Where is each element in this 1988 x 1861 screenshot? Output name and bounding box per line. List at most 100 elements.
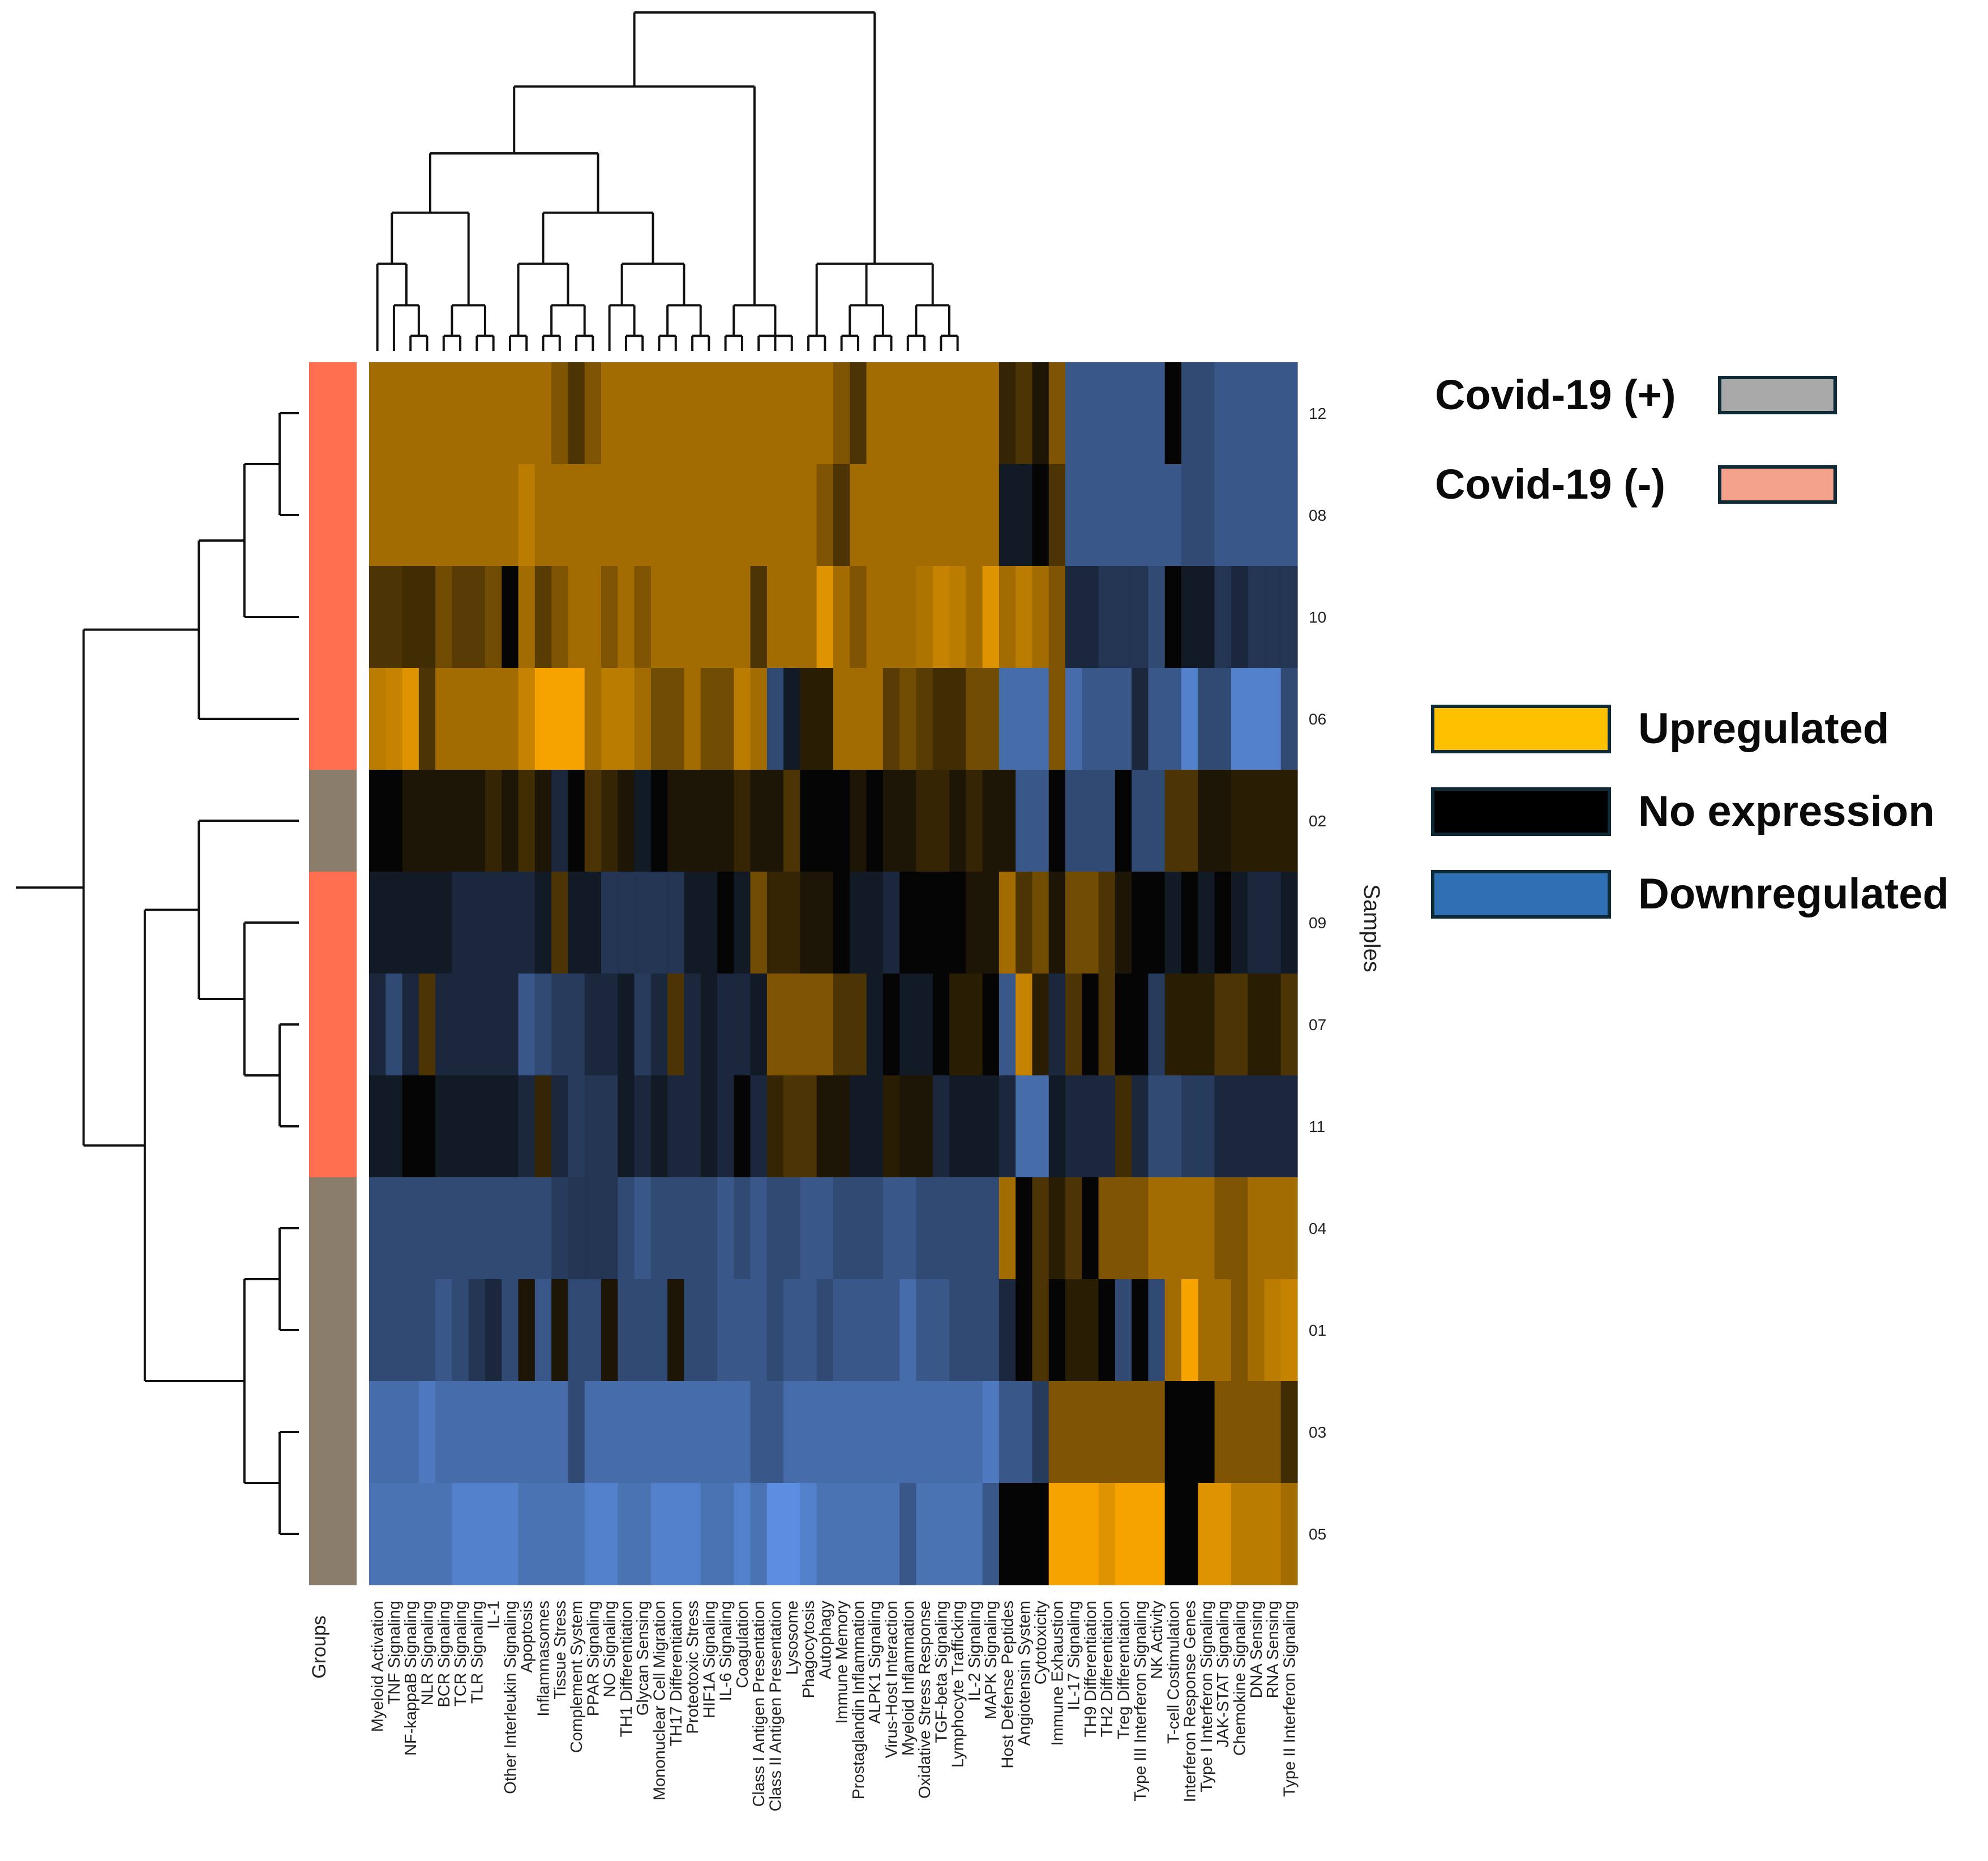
heatmap-cell	[1248, 1279, 1265, 1382]
heatmap-cell	[766, 770, 784, 872]
heatmap-cell	[1048, 566, 1066, 668]
column-label: Host Defense Peptides	[999, 1601, 1017, 1769]
group-bar-segment	[309, 464, 357, 567]
heatmap-cell	[1115, 872, 1132, 974]
heatmap-cell	[982, 974, 1000, 1076]
heatmap-cell	[966, 1177, 983, 1280]
column-label: Lysosome	[783, 1601, 802, 1675]
heatmap-cell	[1231, 668, 1248, 770]
heatmap-cell	[551, 1075, 569, 1178]
heatmap-cell	[650, 1483, 668, 1585]
row-label: 12	[1309, 405, 1326, 422]
heatmap-cell	[518, 872, 535, 974]
heatmap-cell	[618, 1279, 635, 1382]
column-label: Tissue Stress	[551, 1601, 569, 1700]
heatmap-cell	[650, 770, 668, 872]
heatmap-cell	[534, 362, 552, 465]
group-bar-segment	[309, 668, 357, 770]
heatmap-cell	[800, 1483, 817, 1585]
heatmap-cell	[502, 1381, 519, 1483]
heatmap-cell	[684, 566, 701, 668]
heatmap-cell	[899, 770, 917, 872]
heatmap-cell	[734, 1075, 751, 1178]
heatmap-cell	[949, 1075, 966, 1178]
heatmap-cell	[551, 566, 569, 668]
heatmap-cell	[966, 974, 983, 1076]
heatmap-cell	[816, 668, 834, 770]
heatmap-cell	[534, 974, 552, 1076]
heatmap-cell	[534, 1279, 552, 1382]
heatmap-cell	[468, 1177, 486, 1280]
heatmap-cell	[468, 974, 486, 1076]
heatmap-cell	[452, 566, 469, 668]
heatmap-cell	[485, 464, 502, 567]
column-label: TNF Signaling	[385, 1601, 404, 1705]
heatmap-cell	[684, 1177, 701, 1280]
heatmap-cell	[1198, 668, 1215, 770]
heatmap-cell	[1280, 566, 1298, 668]
column-label: PPAR Signaling	[584, 1601, 602, 1716]
heatmap-cell	[435, 566, 453, 668]
heatmap-cell	[899, 1483, 917, 1585]
heatmap-cell	[568, 1483, 585, 1585]
column-label: Type II Interferon Signaling	[1280, 1601, 1299, 1797]
heatmap-cell	[369, 464, 386, 567]
heatmap-cell	[1231, 464, 1248, 567]
heatmap-cell	[601, 362, 618, 465]
row-label: 04	[1309, 1220, 1326, 1237]
heatmap-cell	[1065, 1279, 1082, 1382]
heatmap-cell	[833, 1177, 850, 1280]
heatmap-cell	[1082, 872, 1099, 974]
heatmap-cell	[700, 872, 718, 974]
heatmap-cell	[502, 1177, 519, 1280]
heatmap-cell	[369, 770, 386, 872]
column-label: HIF1A Signaling	[700, 1601, 718, 1718]
heatmap-cell	[966, 1279, 983, 1382]
heatmap-cell	[601, 1381, 618, 1483]
heatmap-cell	[882, 464, 900, 567]
heatmap-cell	[734, 464, 751, 567]
heatmap-cell	[1248, 1075, 1265, 1178]
column-label: Virus-Host Interaction	[883, 1601, 901, 1758]
heatmap-cell	[1048, 974, 1066, 1076]
heatmap-cell	[568, 1177, 585, 1280]
heatmap-cell	[949, 668, 966, 770]
heatmap-cell	[882, 1177, 900, 1280]
heatmap-cell	[1248, 872, 1265, 974]
heatmap-cell	[1048, 1075, 1066, 1178]
column-label: NLR Signaling	[419, 1601, 437, 1705]
heatmap-cell	[1164, 1279, 1182, 1382]
legend-swatch	[1718, 465, 1837, 504]
heatmap-cell	[1248, 1483, 1265, 1585]
heatmap-cell	[1115, 1381, 1132, 1483]
heatmap-cell	[1082, 1075, 1099, 1178]
heatmap-cell	[1264, 362, 1282, 465]
heatmap-cell	[385, 668, 403, 770]
legend-item-covid-negative: Covid-19 (-)	[1435, 460, 1837, 508]
heatmap-cell	[1065, 1483, 1082, 1585]
heatmap-cell	[1098, 770, 1116, 872]
heatmap-cell	[551, 1381, 569, 1483]
heatmap-cell	[916, 770, 933, 872]
heatmap-cell	[452, 1483, 469, 1585]
heatmap-cell	[850, 1381, 867, 1483]
heatmap-cell	[1115, 974, 1132, 1076]
heatmap-cell	[816, 1279, 834, 1382]
heatmap-cell	[650, 974, 668, 1076]
heatmap-cell	[850, 1483, 867, 1585]
heatmap-cell	[999, 1075, 1016, 1178]
heatmap-cell	[1016, 770, 1033, 872]
heatmap-cell	[717, 1177, 734, 1280]
heatmap-cell	[618, 566, 635, 668]
heatmap-cell	[1164, 1075, 1182, 1178]
heatmap-cell	[800, 770, 817, 872]
column-label: Prostaglandin Inflammation	[850, 1601, 868, 1799]
heatmap-cell	[982, 464, 1000, 567]
heatmap-cell	[485, 362, 502, 465]
row-label: 10	[1309, 608, 1326, 626]
heatmap-cell	[435, 362, 453, 465]
heatmap-cell	[601, 566, 618, 668]
heatmap-cell	[999, 362, 1016, 465]
